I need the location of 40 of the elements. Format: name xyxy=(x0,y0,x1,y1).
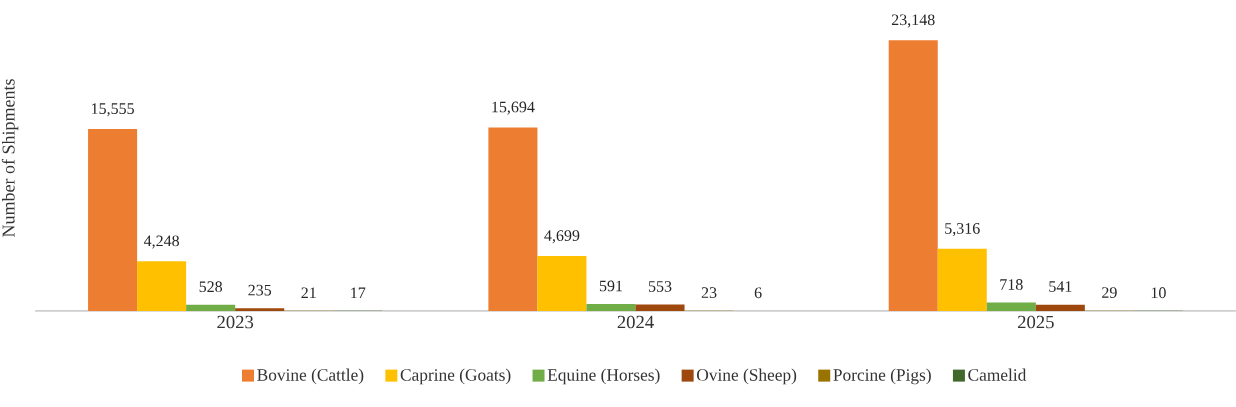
data-label: 23,148 xyxy=(891,14,935,28)
data-label: 5,316 xyxy=(945,223,980,237)
data-label: 21 xyxy=(301,287,316,299)
data-label: 4,248 xyxy=(143,235,179,249)
bar xyxy=(488,127,538,311)
data-label: 17 xyxy=(351,287,366,299)
data-label: 29 xyxy=(1102,287,1117,298)
legend-label: Camelid xyxy=(968,368,1027,381)
bar xyxy=(137,261,187,311)
data-label: 553 xyxy=(648,281,672,292)
bar xyxy=(635,304,685,311)
data-label: 541 xyxy=(1049,281,1072,292)
legend-label: Bovine (Cattle) xyxy=(257,368,364,385)
bar xyxy=(235,308,285,311)
data-label: 4,699 xyxy=(544,230,580,244)
x-tick-label: 2025 xyxy=(1017,315,1054,329)
bar xyxy=(1035,304,1085,311)
x-tick-label: 2023 xyxy=(217,315,254,329)
bar xyxy=(986,302,1036,311)
data-label: 235 xyxy=(248,284,272,296)
y-axis-title: Number of Shipments xyxy=(1,79,19,237)
x-tick-label: 2024 xyxy=(617,315,654,329)
legend-label: Caprine (Goats) xyxy=(400,368,511,385)
data-label: 15,555 xyxy=(91,103,134,117)
data-label: 23 xyxy=(701,287,717,298)
bar xyxy=(186,304,236,311)
bar xyxy=(586,304,636,311)
data-label: 10 xyxy=(1151,287,1166,299)
bar xyxy=(537,256,587,311)
data-label: 718 xyxy=(1000,279,1023,290)
bar xyxy=(88,129,138,311)
data-label: 15,694 xyxy=(492,101,535,115)
data-label: 6 xyxy=(754,287,762,299)
legend-label: Porcine (Pigs) xyxy=(833,368,931,385)
legend-label: Ovine (Sheep) xyxy=(697,368,797,385)
bar xyxy=(937,248,987,311)
bar xyxy=(888,40,938,311)
data-label: 528 xyxy=(199,281,223,293)
legend-label: Equine (Horses) xyxy=(547,368,660,385)
data-label: 591 xyxy=(599,280,623,292)
